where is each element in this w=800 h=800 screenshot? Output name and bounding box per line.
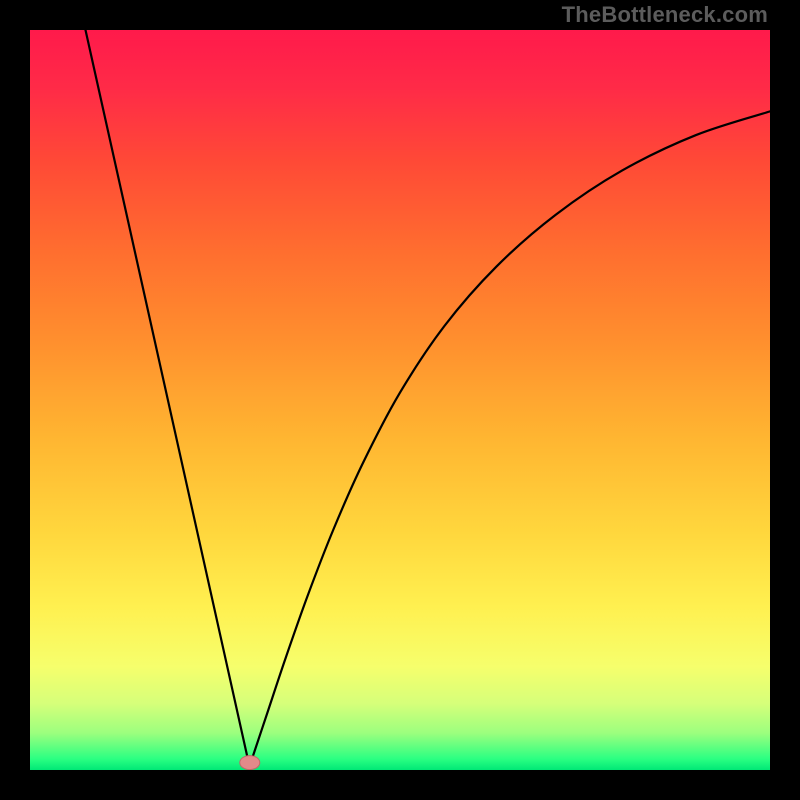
watermark-text: TheBottleneck.com (562, 2, 768, 28)
bottleneck-curve (30, 30, 770, 770)
plot-area (30, 30, 770, 770)
chart-frame: TheBottleneck.com (0, 0, 800, 800)
min-marker (240, 756, 260, 770)
